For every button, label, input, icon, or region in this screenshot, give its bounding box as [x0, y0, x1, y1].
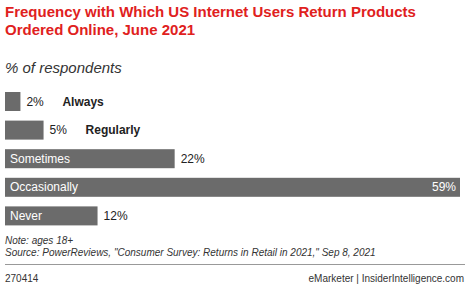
html-text:Frequency with Which US Intern: Frequency with Which US Internet Users R…	[5, 3, 416, 38]
svg-text:Always: Always	[62, 95, 104, 109]
html-text:Source: PowerReviews, "Consume: Source: PowerReviews, "Consumer Survey: …	[5, 247, 376, 258]
html-text:Note: ages 18+: Note: ages 18+	[5, 235, 74, 246]
svg-text:Occasionally: Occasionally	[10, 180, 78, 194]
svg-text:59%: 59%	[432, 180, 456, 194]
html-text:% of respondents: % of respondents	[5, 59, 122, 76]
svg-text:12%: 12%	[104, 209, 128, 223]
svg-text:Never: Never	[10, 209, 42, 223]
svg-text:22%: 22%	[181, 152, 205, 166]
svg-text:2%: 2%	[26, 95, 44, 109]
svg-text:Sometimes: Sometimes	[10, 152, 70, 166]
svg-text:5%: 5%	[50, 123, 68, 137]
html-text:270414: 270414	[5, 273, 39, 284]
svg-text:Regularly: Regularly	[86, 123, 141, 137]
html-text:eMarketer | InsiderIntelligenc: eMarketer | InsiderIntelligence.com	[308, 273, 464, 284]
